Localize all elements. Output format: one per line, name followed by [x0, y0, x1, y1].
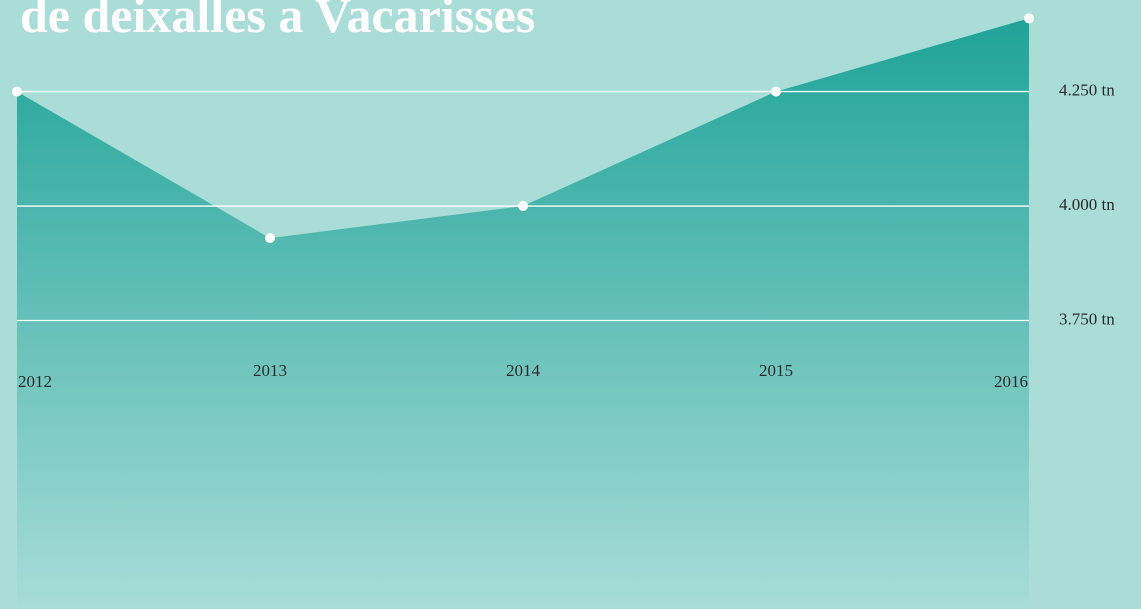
x-tick-label: 2016 — [994, 372, 1028, 391]
data-point — [12, 86, 22, 97]
y-tick-label: 3.750 tn — [1059, 309, 1115, 328]
y-tick-label: 4.250 tn — [1059, 80, 1115, 99]
chart-title: de deixalles a Vacarisses — [20, 0, 535, 43]
data-point — [265, 233, 275, 244]
data-point — [771, 86, 781, 97]
x-tick-label: 2012 — [18, 372, 52, 391]
x-tick-label: 2014 — [506, 361, 541, 380]
area — [17, 18, 1029, 609]
data-point — [1024, 13, 1034, 24]
data-point — [518, 201, 528, 212]
y-tick-label: 4.000 tn — [1059, 195, 1115, 214]
x-tick-label: 2013 — [253, 361, 287, 380]
x-tick-label: 2015 — [759, 361, 793, 380]
plot-area: 3.750 tn 4.000 tn 4.250 tn 2012 2013 2014 2015… — [12, 13, 1115, 609]
